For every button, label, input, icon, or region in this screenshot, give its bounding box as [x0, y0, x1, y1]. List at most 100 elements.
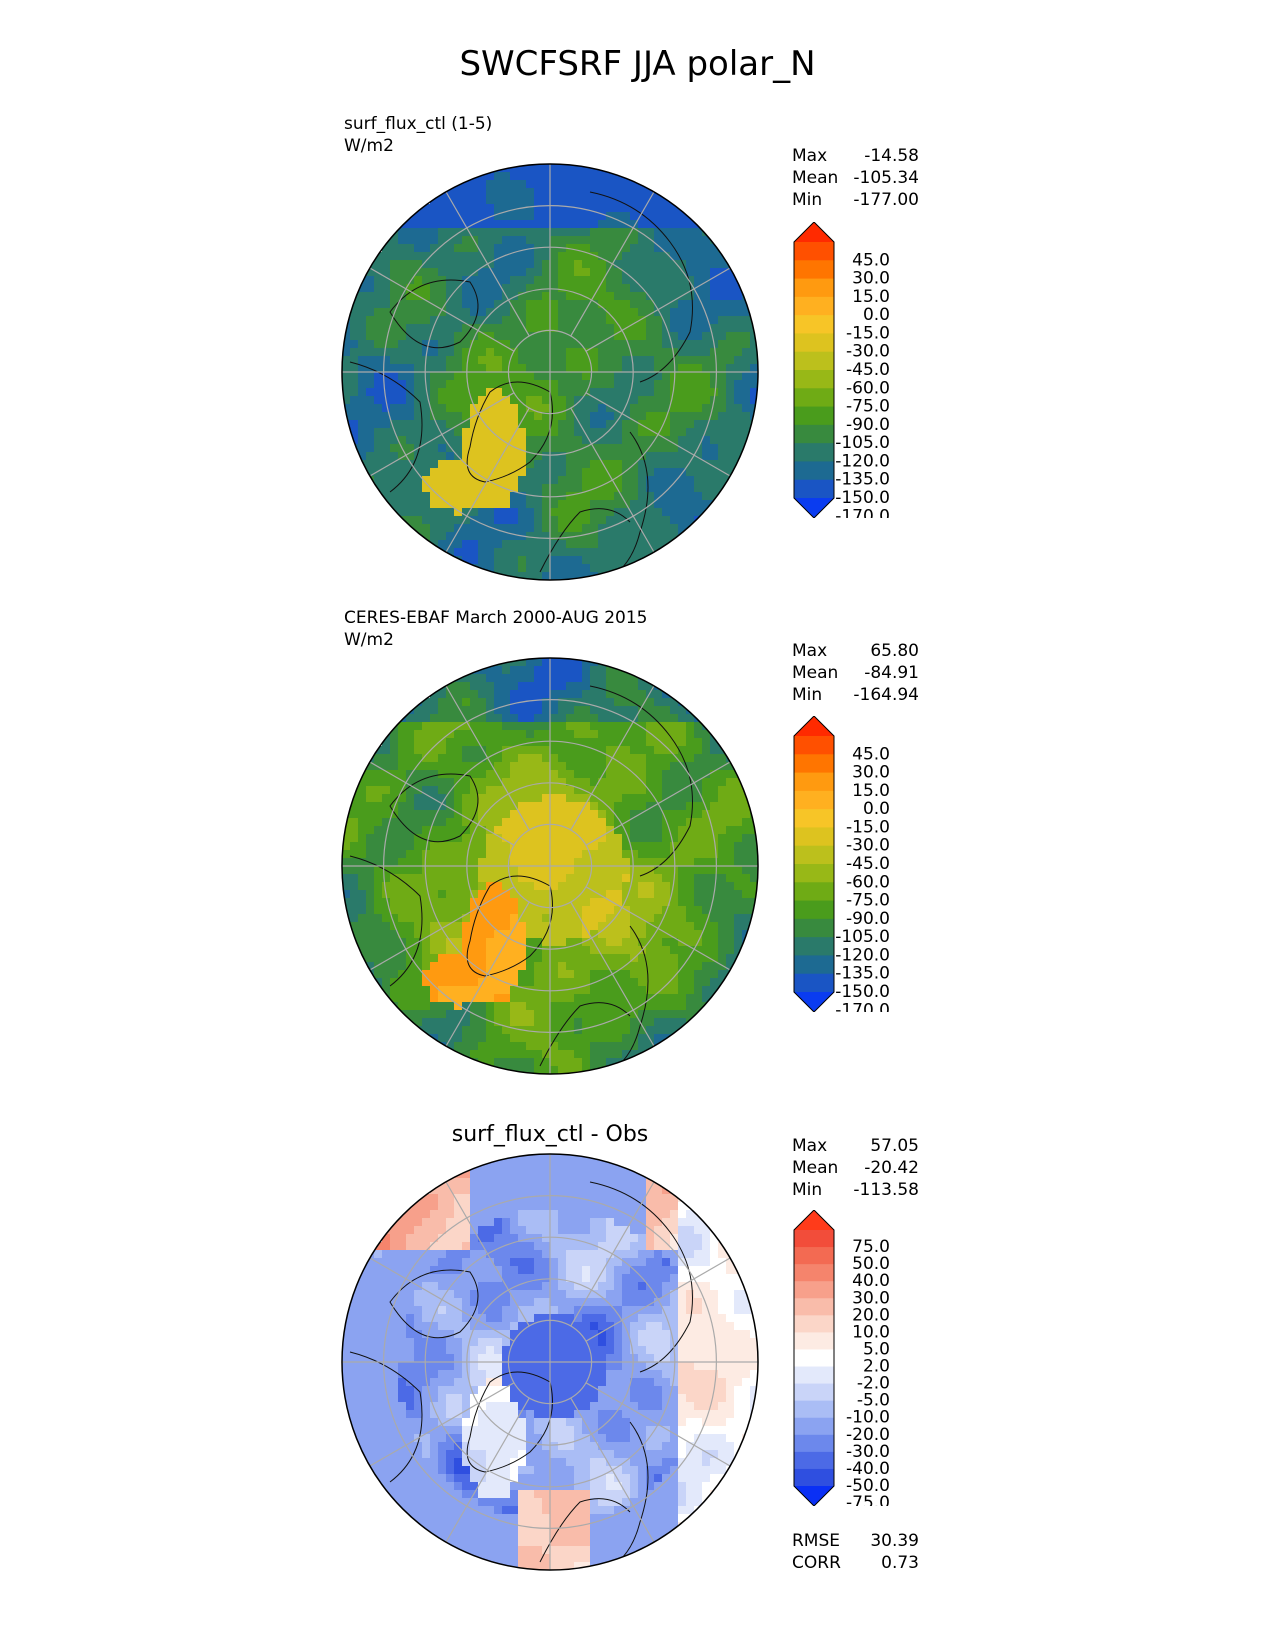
- map-cell: [646, 938, 655, 947]
- map-cell: [478, 1018, 487, 1027]
- map-cell: [694, 364, 703, 373]
- map-cell: [430, 372, 439, 381]
- map-cell: [502, 388, 511, 397]
- map-cell: [558, 404, 567, 413]
- map-cell: [462, 946, 471, 955]
- map-cell: [670, 1018, 679, 1027]
- map-cell: [510, 484, 519, 493]
- map-cell: [734, 914, 743, 923]
- map-cell: [486, 1026, 495, 1035]
- map-cell: [406, 508, 415, 517]
- map-cell: [614, 1026, 623, 1035]
- map-cell: [734, 858, 743, 867]
- map-cell: [366, 842, 375, 851]
- map-cell: [654, 970, 663, 979]
- map-cell: [614, 898, 623, 907]
- map-cell: [654, 556, 663, 565]
- map-cell: [526, 1002, 535, 1011]
- map-cell: [350, 396, 359, 405]
- map-cell: [702, 938, 711, 947]
- map-cell: [454, 978, 463, 987]
- map-cell: [422, 476, 431, 485]
- map-cell: [606, 1170, 615, 1179]
- map-cell: [462, 906, 471, 915]
- map-cell: [638, 762, 647, 771]
- map-cell: [518, 914, 527, 923]
- map-cell: [462, 1170, 471, 1179]
- map-cell: [718, 468, 727, 477]
- map-cell: [646, 898, 655, 907]
- map-cell: [422, 1194, 431, 1203]
- map-cell: [734, 898, 743, 907]
- map-cell: [702, 946, 711, 955]
- map-cell: [438, 922, 447, 931]
- map-cell: [718, 292, 727, 301]
- map-cell: [670, 882, 679, 891]
- map-cell: [694, 228, 703, 237]
- map-cell: [414, 276, 423, 285]
- map-cell: [486, 300, 495, 309]
- map-cell: [558, 802, 567, 811]
- map-cell: [414, 866, 423, 875]
- map-cell: [678, 874, 687, 883]
- map-cell: [526, 930, 535, 939]
- map-cell: [518, 252, 527, 261]
- meridian-line: [570, 685, 655, 831]
- map-cell: [638, 1178, 647, 1187]
- map-cell: [558, 1202, 567, 1211]
- colorbar-tick-label: 15.0: [852, 781, 890, 801]
- map-cell: [398, 946, 407, 955]
- map-cell: [598, 404, 607, 413]
- map-cell: [622, 428, 631, 437]
- map-cell: [598, 962, 607, 971]
- map-cell: [502, 532, 511, 541]
- map-cell: [422, 866, 431, 875]
- map-cell: [662, 548, 671, 557]
- map-cell: [398, 220, 407, 229]
- map-cell: [406, 1210, 415, 1219]
- map-cell: [446, 244, 455, 253]
- map-cell: [478, 172, 487, 181]
- map-cell: [638, 1010, 647, 1019]
- map-cell: [430, 436, 439, 445]
- map-cell: [486, 1170, 495, 1179]
- map-cell: [646, 978, 655, 987]
- map-cell: [734, 826, 743, 835]
- map-cell: [430, 252, 439, 261]
- map-cell: [358, 818, 367, 827]
- map-cell: [422, 500, 431, 509]
- map-cell: [502, 1194, 511, 1203]
- map-cell: [670, 1194, 679, 1203]
- map-cell: [718, 404, 727, 413]
- map-cell: [702, 730, 711, 739]
- map-cell: [390, 260, 399, 269]
- map-cell: [734, 484, 743, 493]
- map-cell: [710, 300, 719, 309]
- map-cell: [654, 252, 663, 261]
- map-cell: [494, 1226, 503, 1235]
- map-cell: [542, 786, 551, 795]
- map-cell: [518, 348, 527, 357]
- map-cell: [574, 372, 583, 381]
- map-cell: [566, 1018, 575, 1027]
- map-cell: [430, 508, 439, 517]
- map-cell: [614, 372, 623, 381]
- map-cell: [478, 540, 487, 549]
- map-cell: [414, 714, 423, 723]
- map-cell: [406, 858, 415, 867]
- map-cell: [686, 698, 695, 707]
- map-cell: [710, 252, 719, 261]
- map-cell: [510, 564, 519, 573]
- map-cell: [550, 532, 559, 541]
- map-cell: [462, 476, 471, 485]
- map-cell: [518, 882, 527, 891]
- map-cell: [574, 500, 583, 509]
- map-cell: [478, 180, 487, 189]
- map-cell: [542, 548, 551, 557]
- map-cell: [550, 252, 559, 261]
- colorbar-segment: [794, 351, 834, 371]
- map-cell: [646, 524, 655, 533]
- map-cell: [486, 524, 495, 533]
- map-cell: [550, 1050, 559, 1059]
- map-cell: [726, 802, 735, 811]
